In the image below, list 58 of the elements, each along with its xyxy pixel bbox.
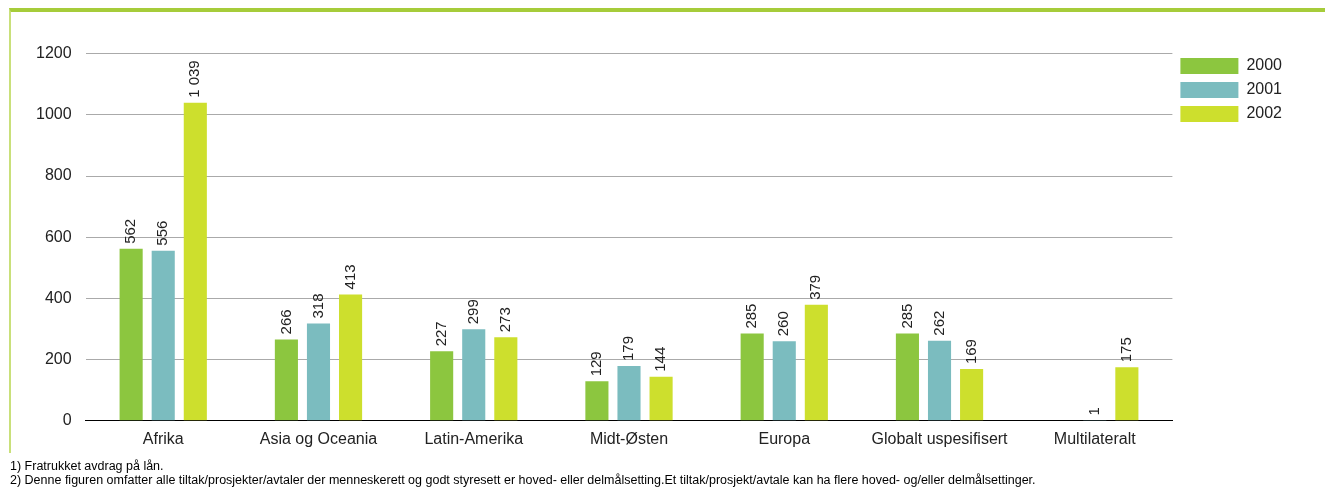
bar bbox=[1115, 367, 1139, 421]
bar bbox=[617, 366, 641, 421]
bar bbox=[804, 304, 828, 421]
data-label: 260 bbox=[774, 311, 792, 337]
bar bbox=[119, 248, 143, 421]
data-label: 556 bbox=[153, 220, 171, 246]
bar bbox=[585, 381, 609, 421]
y-tick-label: 800 bbox=[44, 166, 72, 184]
bar bbox=[339, 294, 363, 421]
data-label: 299 bbox=[463, 299, 481, 325]
data-label: 266 bbox=[276, 309, 294, 335]
data-label: 169 bbox=[961, 339, 979, 365]
data-label: 285 bbox=[897, 303, 915, 329]
x-tick-label: Afrika bbox=[142, 429, 184, 447]
x-tick-label: Asia og Oceania bbox=[259, 429, 378, 447]
data-label: 129 bbox=[587, 351, 605, 377]
x-tick-label: Globalt uspesifisert bbox=[871, 429, 1009, 447]
data-label: 413 bbox=[340, 264, 358, 290]
bar bbox=[772, 341, 796, 421]
data-label: 262 bbox=[929, 310, 947, 336]
data-label: 179 bbox=[619, 335, 637, 362]
bar bbox=[895, 333, 919, 421]
text: 2) Denne figuren omfatter alle tiltak/prosjekter/avtaler der menneskerett og godt styresett er hoved- eller delmålsetting.Et tiltak/prosjekt/avtale kan ha flere hoved- og/eller delmålsettinger. bbox=[10, 473, 1036, 487]
y-tick-label: 1200 bbox=[36, 44, 72, 62]
bar bbox=[151, 250, 175, 421]
data-label: 1 039 bbox=[185, 60, 203, 98]
bar bbox=[306, 323, 331, 421]
bar bbox=[927, 340, 952, 421]
data-label: 227 bbox=[431, 321, 449, 347]
data-label: 144 bbox=[651, 346, 669, 372]
x-tick-label: Midt-Østen bbox=[589, 429, 669, 447]
data-label: 318 bbox=[308, 293, 326, 319]
data-label: 562 bbox=[121, 218, 139, 244]
legend-label: 2000 bbox=[1246, 56, 1283, 74]
bar bbox=[494, 337, 518, 421]
bar bbox=[960, 369, 984, 421]
legend-label: 2001 bbox=[1246, 80, 1283, 98]
data-label: 379 bbox=[806, 274, 824, 300]
bar bbox=[430, 351, 454, 421]
data-label: 273 bbox=[495, 307, 513, 333]
legend-label: 2002 bbox=[1246, 104, 1283, 122]
x-tick-label: Multilateralt bbox=[1053, 429, 1137, 447]
data-label: 175 bbox=[1117, 337, 1134, 363]
data-label: 285 bbox=[742, 303, 760, 329]
bar bbox=[183, 102, 207, 421]
bar bbox=[274, 339, 298, 421]
bar bbox=[649, 376, 673, 421]
text: 1) Fratrukket avdrag på lån. bbox=[10, 459, 165, 473]
y-tick-label: 400 bbox=[44, 288, 72, 306]
x-tick-label: Latin-Amerika bbox=[424, 429, 524, 447]
data-label: 1 bbox=[1084, 407, 1102, 416]
y-tick-label: 0 bbox=[62, 411, 72, 429]
y-tick-label: 600 bbox=[44, 227, 72, 245]
y-tick-label: 1000 bbox=[36, 105, 72, 123]
bar bbox=[462, 329, 486, 421]
y-tick-label: 200 bbox=[44, 350, 72, 368]
x-tick-label: Europa bbox=[758, 429, 811, 447]
bar bbox=[740, 333, 764, 421]
